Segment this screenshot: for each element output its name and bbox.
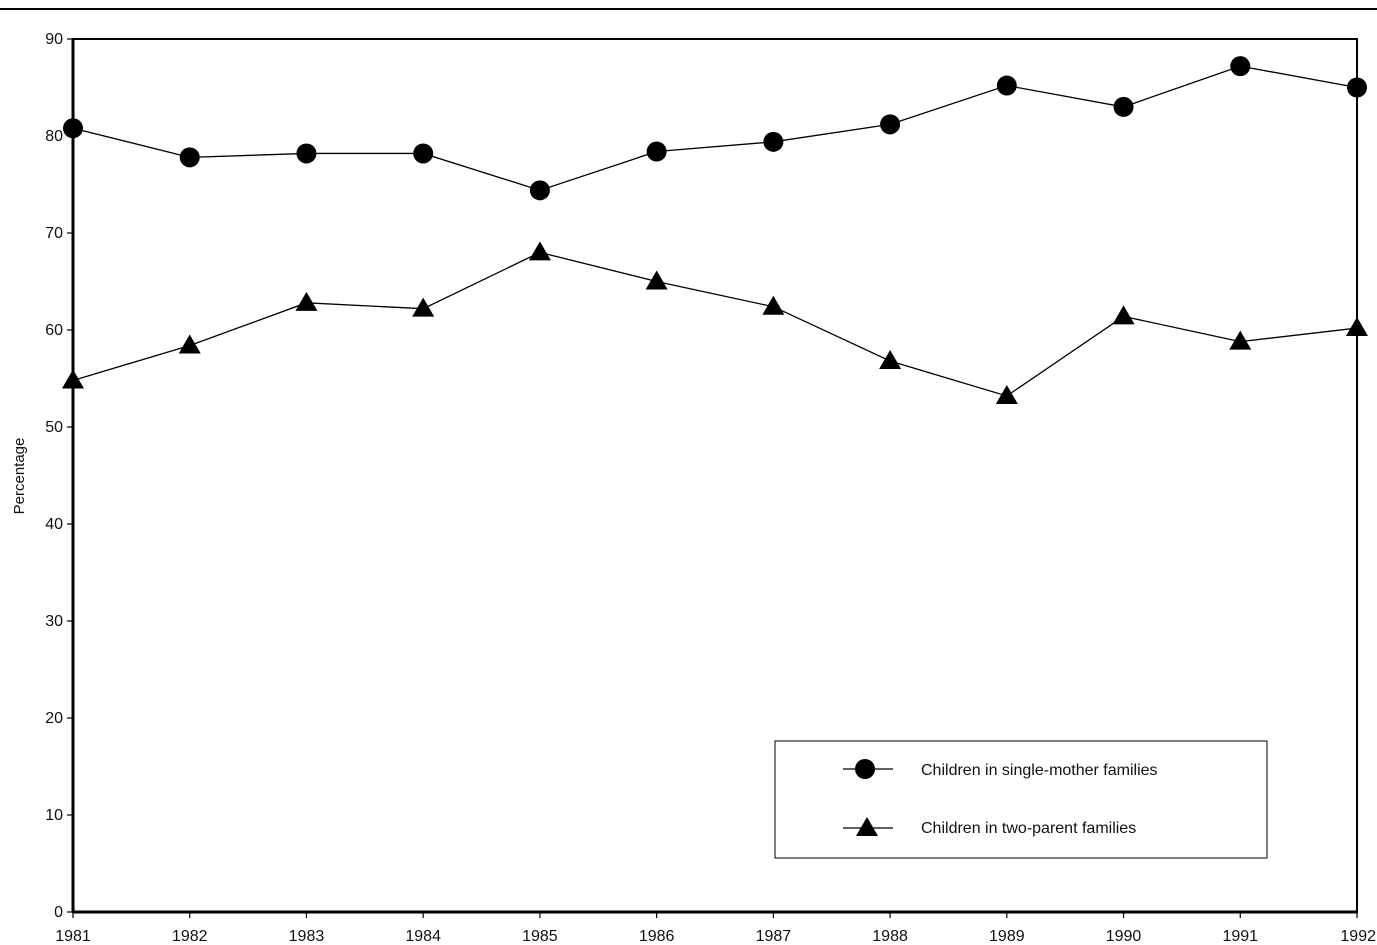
x-tick-label: 1991 [1222, 928, 1258, 945]
data-point-single-mother [413, 143, 434, 164]
y-axis-ticks: 0 10 20 30 40 50 60 70 80 90 [45, 31, 73, 921]
data-point-single-mother [996, 75, 1017, 96]
data-point-two-parent [762, 295, 785, 315]
data-point-single-mother [880, 114, 901, 135]
y-tick-label: 10 [45, 807, 63, 824]
x-tick-label: 1985 [522, 928, 558, 945]
data-point-two-parent [295, 291, 318, 311]
data-point-single-mother [763, 131, 784, 152]
data-point-two-parent [1112, 305, 1135, 325]
x-tick-label: 1986 [639, 928, 675, 945]
data-point-two-parent [412, 297, 435, 317]
legend-circle-marker-icon [855, 759, 875, 779]
legend-label-single-mother: Children in single-mother families [921, 762, 1158, 779]
data-point-two-parent [645, 270, 668, 290]
y-tick-label: 40 [45, 516, 63, 533]
data-point-single-mother [646, 141, 667, 162]
legend-triangle-marker-icon [856, 817, 878, 836]
x-tick-label: 1989 [989, 928, 1025, 945]
data-point-single-mother [1113, 96, 1134, 117]
x-tick-label: 1984 [405, 928, 441, 945]
y-tick-label: 30 [45, 613, 63, 630]
x-axis-ticks: 1981 1982 1983 1984 1985 1986 1987 1988 1989 1990… [55, 912, 1376, 945]
y-axis-title: Percentage [11, 438, 28, 515]
x-tick-label: 1987 [756, 928, 792, 945]
x-tick-label: 1990 [1106, 928, 1142, 945]
y-tick-label: 50 [45, 419, 63, 436]
y-tick-label: 80 [45, 128, 63, 145]
data-point-two-parent [528, 241, 551, 261]
x-tick-label: 1992 [1340, 928, 1376, 945]
legend-box [774, 740, 1268, 859]
series-line-single-mother [72, 65, 1358, 192]
data-point-single-mother [179, 147, 200, 168]
legend-label-two-parent: Children in two-parent families [921, 820, 1136, 837]
data-point-two-parent [879, 350, 902, 370]
data-point-two-parent [1229, 330, 1252, 350]
x-tick-label: 1983 [289, 928, 325, 945]
x-tick-label: 1988 [872, 928, 908, 945]
series-line-two-parent [72, 251, 1358, 397]
y-tick-label: 90 [45, 31, 63, 48]
data-point-two-parent [995, 384, 1018, 404]
data-point-single-mother [63, 118, 83, 139]
data-point-two-parent [62, 369, 84, 389]
series-layer [62, 56, 1368, 404]
x-tick-label: 1981 [55, 928, 91, 945]
data-point-single-mother [1347, 77, 1367, 98]
data-point-single-mother [529, 180, 550, 201]
x-tick-label: 1982 [172, 928, 208, 945]
legend: Children in single-mother families Child… [774, 740, 1268, 859]
y-tick-label: 20 [45, 710, 63, 727]
y-tick-label: 70 [45, 225, 63, 242]
data-point-single-mother [1230, 56, 1251, 77]
data-point-two-parent [178, 334, 201, 354]
data-point-single-mother [296, 143, 317, 164]
y-tick-label: 60 [45, 322, 63, 339]
y-tick-label: 0 [54, 904, 63, 921]
data-point-two-parent [1346, 317, 1368, 337]
